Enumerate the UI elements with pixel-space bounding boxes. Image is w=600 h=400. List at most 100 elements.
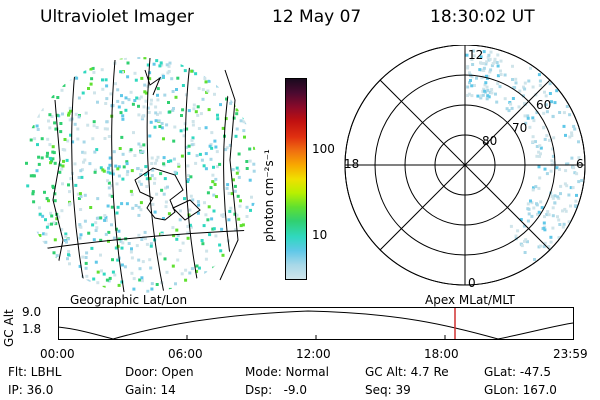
- globe-pixel: [92, 124, 96, 128]
- polar-pixel: [482, 66, 486, 70]
- globe-pixel: [133, 99, 137, 102]
- globe-pixel: [235, 171, 239, 175]
- globe-pixel: [163, 257, 167, 261]
- globe-pixel: [36, 112, 40, 116]
- globe-pixel: [42, 257, 46, 260]
- polar-pixel: [523, 102, 526, 105]
- globe-pixel: [87, 285, 91, 289]
- globe-pixel: [227, 285, 231, 289]
- globe-pixel: [56, 96, 60, 99]
- polar-pixel: [562, 222, 566, 226]
- globe-pixel: [233, 212, 237, 216]
- globe-pixel: [251, 230, 255, 234]
- polar-pixel: [559, 192, 562, 196]
- globe-pixel: [41, 214, 45, 218]
- globe-pixel: [47, 89, 50, 93]
- polar-pixel: [550, 100, 553, 104]
- polar-pixel: [568, 135, 572, 139]
- geographic-globe-image: [25, 43, 258, 293]
- globe-pixel: [45, 287, 49, 291]
- globe-pixel: [27, 118, 30, 122]
- timeline-x-tick-1200: 12:00: [296, 347, 331, 361]
- globe-pixel: [141, 260, 145, 264]
- polar-pixel: [565, 184, 569, 188]
- globe-pixel: [184, 268, 188, 272]
- globe-pixel: [40, 156, 44, 160]
- globe-pixel: [46, 137, 50, 141]
- globe-pixel: [35, 124, 39, 128]
- globe-pixel: [236, 258, 240, 262]
- globe-pixel: [208, 53, 211, 56]
- globe-pixel: [144, 237, 147, 241]
- globe-pixel: [162, 192, 166, 196]
- polar-pixel: [526, 116, 530, 120]
- globe-pixel: [102, 272, 106, 276]
- globe-pixel: [233, 184, 237, 188]
- globe-pixel: [58, 163, 62, 167]
- globe-pixel: [44, 81, 48, 85]
- globe-pixel: [121, 117, 125, 121]
- globe-pixel: [92, 120, 96, 124]
- globe-pixel: [47, 222, 51, 226]
- globe-pixel: [63, 138, 67, 141]
- polar-pixel: [487, 95, 491, 99]
- globe-pixel: [203, 77, 207, 80]
- polar-pixel: [542, 226, 546, 230]
- globe-pixel: [87, 280, 91, 284]
- polar-pixel: [483, 89, 487, 93]
- globe-pixel: [252, 49, 255, 52]
- globe-pixel: [165, 123, 169, 127]
- globe-pixel: [211, 173, 215, 177]
- altitude-timeline-plot: [58, 307, 574, 340]
- polar-pixel: [529, 199, 532, 203]
- globe-pixel: [209, 279, 213, 283]
- globe-pixel: [112, 150, 116, 154]
- globe-pixel: [50, 159, 54, 163]
- polar-pixel: [550, 159, 554, 163]
- polar-pixel: [523, 239, 526, 243]
- colorbar-gradient: [286, 79, 306, 279]
- globe-pixel: [248, 159, 252, 163]
- globe-pixel: [150, 282, 154, 286]
- globe-pixel: [80, 175, 84, 179]
- polar-pixel: [567, 193, 571, 197]
- globe-pixel: [175, 228, 179, 232]
- polar-lat-70-label: 70: [512, 121, 527, 135]
- globe-pixel: [79, 169, 83, 173]
- globe-pixel: [63, 77, 67, 81]
- globe-pixel: [215, 57, 218, 61]
- globe-pixel: [76, 65, 80, 69]
- globe-pixel: [134, 204, 138, 207]
- globe-pixel: [239, 224, 243, 228]
- globe-pixel: [68, 262, 71, 266]
- globe-pixel: [155, 158, 159, 162]
- globe-pixel: [73, 162, 77, 166]
- globe-pixel: [108, 193, 112, 197]
- globe-pixel: [116, 205, 120, 209]
- globe-pixel: [252, 44, 255, 47]
- globe-pixel: [207, 108, 211, 112]
- globe-pixel: [112, 236, 116, 240]
- globe-pixel: [196, 105, 200, 109]
- globe-pixel: [81, 255, 85, 259]
- globe-pixel: [232, 178, 235, 182]
- globe-pixel: [252, 236, 256, 240]
- globe-pixel: [162, 137, 165, 141]
- polar-pixel: [528, 125, 532, 129]
- globe-pixel: [103, 137, 107, 140]
- globe-pixel: [168, 61, 172, 65]
- globe-pixel: [72, 43, 75, 46]
- globe-pixel: [121, 177, 125, 181]
- globe-pixel: [85, 45, 88, 48]
- globe-pixel: [182, 288, 186, 292]
- globe-pixel: [26, 88, 30, 92]
- globe-pixel: [188, 57, 192, 59]
- globe-pixel: [201, 88, 205, 92]
- globe-pixel: [60, 48, 63, 51]
- polar-mlt-12-label: 12: [468, 48, 483, 62]
- globe-pixel: [31, 192, 35, 196]
- globe-pixel: [187, 44, 190, 47]
- globe-pixel: [178, 209, 182, 213]
- globe-pixel: [206, 52, 209, 55]
- globe-pixel: [45, 54, 48, 57]
